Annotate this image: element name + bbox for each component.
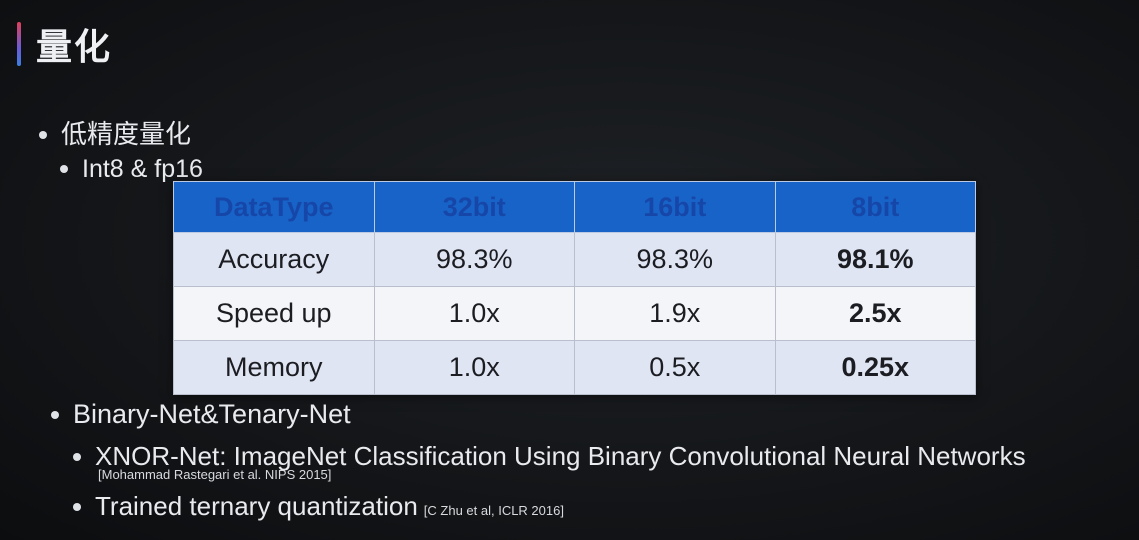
slide-title: 量化: [36, 27, 113, 68]
bullet-ttq: Trained ternary quantization [C Zhu et a…: [73, 491, 564, 522]
table-row: Accuracy 98.3% 98.3% 98.1%: [173, 232, 976, 287]
ttq-citation: [C Zhu et al, ICLR 2016]: [423, 503, 564, 518]
bullet-binary-net: Binary-Net&Tenary-Net: [51, 399, 351, 430]
bullet-dot: [51, 411, 59, 419]
table-cell: 2.5x: [774, 286, 976, 341]
table-cell: 98.3%: [574, 232, 776, 287]
table-cell: 0.25x: [774, 340, 976, 395]
bullet-low-precision: 低精度量化: [39, 114, 191, 151]
xnor-citation: [Mohammad Rastegari et al. NIPS 2015]: [98, 467, 332, 482]
bullet-xnor-net: XNOR-Net: ImageNet Classification Using …: [73, 441, 1026, 472]
table-row: Speed up 1.0x 1.9x 2.5x: [173, 286, 976, 341]
table-cell: 1.0x: [373, 286, 575, 341]
table-cell: Memory: [173, 340, 375, 395]
bullet-dot: [73, 453, 81, 461]
bullet-text: XNOR-Net: ImageNet Classification Using …: [95, 441, 1026, 471]
table-cell: 1.9x: [574, 286, 776, 341]
bullet-text: 低精度量化: [61, 120, 192, 150]
table-header-cell: 8bit: [774, 181, 976, 233]
table-header-cell: 16bit: [574, 181, 776, 233]
bullet-int8-fp16: Int8 & fp16: [60, 155, 203, 184]
quantization-table: DataType 32bit 16bit 8bit Accuracy 98.3%…: [173, 181, 976, 395]
table-header-row: DataType 32bit 16bit 8bit: [173, 181, 976, 233]
table-cell: Speed up: [173, 286, 375, 341]
bullet-dot: [60, 165, 68, 173]
bullet-text: Binary-Net&Tenary-Net: [73, 399, 351, 429]
table-header-cell: DataType: [173, 181, 375, 233]
bullet-text: Int8 & fp16: [82, 155, 203, 183]
table-cell: 98.1%: [774, 232, 976, 287]
table-header-cell: 32bit: [373, 181, 575, 233]
bullet-dot: [73, 503, 81, 511]
bullet-text: Trained ternary quantization: [95, 491, 418, 521]
table-row: Memory 1.0x 0.5x 0.25x: [173, 340, 976, 395]
table-cell: 98.3%: [373, 232, 575, 287]
table-cell: Accuracy: [173, 232, 375, 287]
table-cell: 1.0x: [373, 340, 575, 395]
bullet-dot: [39, 131, 47, 139]
table-cell: 0.5x: [574, 340, 776, 395]
title-accent-bar: [17, 22, 21, 66]
